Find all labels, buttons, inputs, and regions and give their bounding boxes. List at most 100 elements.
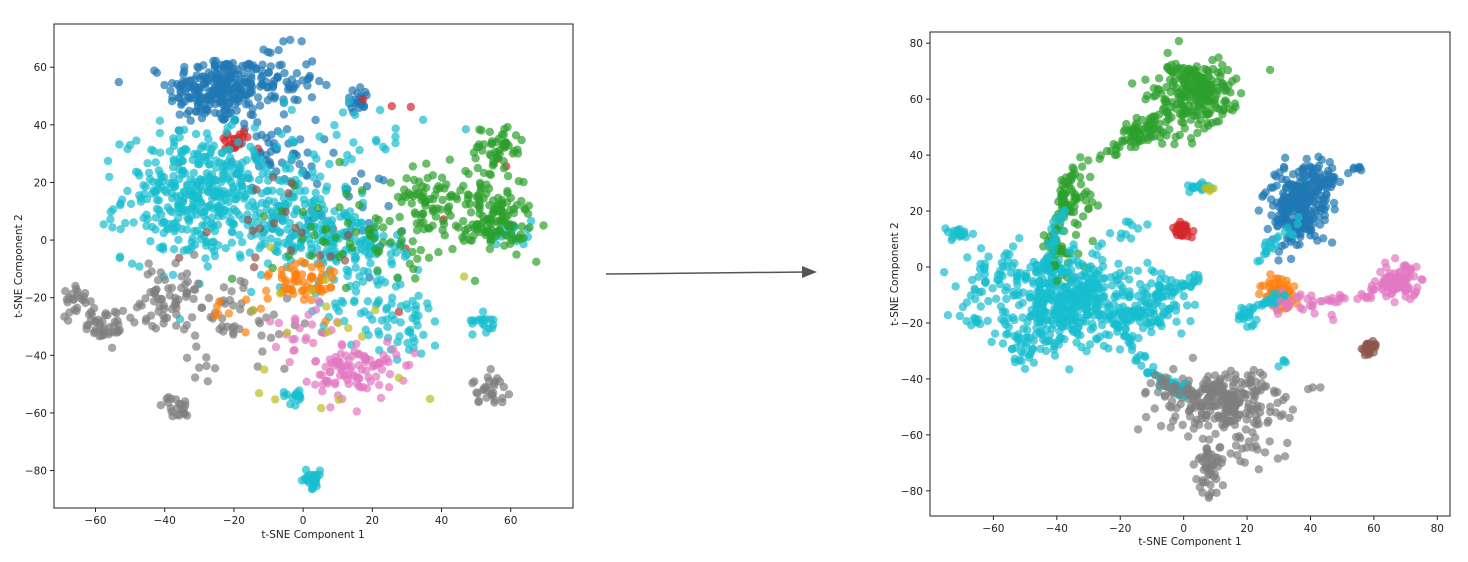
scatter-point — [227, 227, 237, 236]
scatter-point — [1053, 313, 1062, 322]
scatter-point — [1024, 353, 1034, 362]
scatter-point — [1212, 488, 1221, 497]
scatter-point — [1163, 48, 1172, 58]
scatter-point — [1162, 97, 1172, 107]
scatter-point — [203, 377, 212, 386]
scatter-point — [1152, 317, 1162, 326]
scatter-point — [511, 131, 521, 140]
scatter-point — [351, 253, 361, 263]
scatter-point — [1210, 371, 1220, 380]
y-tick-label: −40 — [25, 350, 47, 362]
scatter-point — [1190, 418, 1200, 428]
scatter-point — [539, 221, 548, 230]
scatter-point — [384, 383, 394, 392]
scatter-point — [1303, 294, 1312, 304]
scatter-point — [1244, 379, 1253, 388]
scatter-point — [1223, 65, 1233, 75]
scatter-point — [514, 177, 523, 186]
scatter-point — [315, 132, 324, 141]
scatter-point — [385, 216, 394, 226]
scatter-point — [355, 272, 364, 281]
scatter-point — [1061, 296, 1070, 306]
scatter-point — [1177, 100, 1186, 109]
scatter-point — [405, 360, 414, 370]
scatter-point — [976, 302, 985, 311]
scatter-point — [1006, 268, 1016, 278]
scatter-point — [520, 205, 530, 214]
y-axis-label-after: t-SNE Component 2 — [889, 222, 901, 325]
scatter-point — [1290, 282, 1299, 291]
scatter-point — [166, 86, 175, 95]
scatter-point — [178, 166, 187, 176]
scatter-point — [444, 202, 454, 211]
scatter-point — [225, 188, 234, 198]
scatter-point — [126, 313, 135, 322]
scatter-point — [1193, 128, 1202, 138]
scatter-point — [190, 373, 200, 382]
scatter-point — [485, 244, 495, 254]
scatter-point — [256, 270, 266, 280]
scatter-point — [168, 163, 178, 172]
scatter-point — [243, 133, 252, 142]
scatter-point — [188, 234, 197, 243]
scatter-point — [503, 122, 512, 132]
scatter-point — [418, 115, 428, 125]
x-tick-label: −20 — [1109, 523, 1131, 535]
scatter-point — [257, 198, 267, 208]
scatter-point — [1169, 223, 1178, 233]
scatter-point — [175, 93, 184, 103]
scatter-point — [1306, 188, 1316, 197]
scatter-point — [1204, 421, 1213, 430]
scatter-point — [1033, 317, 1042, 327]
scatter-point — [269, 219, 279, 228]
scatter-point — [1146, 321, 1155, 331]
scatter-point — [1165, 75, 1175, 85]
scatter-point — [287, 105, 296, 115]
scatter-point — [235, 230, 244, 240]
scatter-point — [246, 142, 255, 151]
scatter-point — [337, 340, 346, 349]
y-tick-label: 20 — [910, 206, 923, 218]
plot-frame-after — [929, 31, 1451, 517]
scatter-point — [486, 170, 496, 180]
scatter-point — [1078, 162, 1087, 171]
scatter-point — [1282, 183, 1291, 193]
scatter-point — [1094, 266, 1104, 275]
scatter-point — [1127, 345, 1137, 355]
scatter-point — [245, 174, 255, 183]
scatter-point — [479, 315, 488, 324]
scatter-point — [248, 226, 257, 235]
scatter-point — [365, 311, 374, 320]
scatter-point — [1184, 432, 1193, 441]
scatter-point — [1218, 481, 1228, 490]
scatter-point — [1401, 287, 1410, 296]
scatter-point — [153, 294, 163, 303]
scatter-point — [340, 256, 350, 265]
scatter-point — [1325, 158, 1335, 167]
scatter-point — [1104, 312, 1114, 322]
scatter-point — [1038, 301, 1048, 310]
scatter-point — [221, 60, 230, 69]
scatter-point — [303, 81, 312, 90]
scatter-point — [1073, 257, 1083, 267]
scatter-point — [1198, 434, 1208, 443]
scatter-point — [204, 293, 214, 303]
scatter-point — [175, 126, 184, 135]
scatter-point — [1053, 302, 1062, 311]
x-tick-label: −40 — [1046, 523, 1068, 535]
scatter-point — [374, 327, 383, 336]
scatter-point — [302, 377, 311, 386]
scatter-point — [301, 186, 310, 195]
scatter-point — [210, 364, 220, 373]
scatter-point — [342, 189, 351, 199]
scatter-point — [1135, 137, 1144, 146]
scatter-point — [497, 199, 507, 208]
scatter-point — [1394, 272, 1403, 281]
scatter-point — [485, 150, 495, 159]
scatter-point — [291, 390, 301, 400]
scatter-point — [372, 137, 381, 146]
scatter-point — [1095, 311, 1104, 320]
scatter-point — [361, 355, 370, 364]
scatter-point — [1146, 379, 1156, 388]
scatter-point — [1377, 280, 1387, 289]
